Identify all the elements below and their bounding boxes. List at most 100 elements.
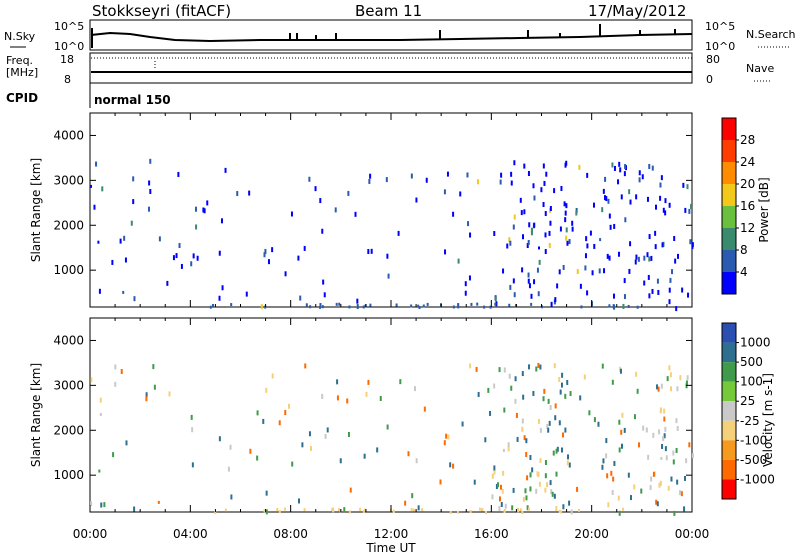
colorbar-swatch (722, 206, 736, 228)
echo-cell (675, 306, 678, 312)
echo-cell (583, 374, 586, 380)
echo-cell (623, 427, 626, 433)
echo-cell (336, 395, 339, 401)
echo-cell (414, 386, 417, 392)
echo-cell (422, 304, 425, 308)
echo-cell (549, 405, 552, 411)
echo-cell (513, 292, 516, 298)
echo-cell (605, 438, 608, 444)
echo-cell (521, 510, 524, 514)
echo-cell (659, 480, 662, 486)
echo-cell (98, 288, 101, 294)
echo-cell (512, 224, 515, 230)
echo-cell (656, 278, 659, 284)
echo-cell (624, 164, 627, 170)
echo-cell (547, 398, 550, 404)
echo-cell (229, 444, 232, 450)
echo-cell (553, 363, 556, 369)
echo-cell (645, 427, 648, 433)
echo-cell (655, 499, 658, 505)
echo-cell (680, 491, 683, 497)
echo-cell (688, 442, 691, 448)
echo-cell (648, 164, 651, 170)
colorbar-tick-label: -1000 (740, 472, 775, 486)
echo-cell (656, 384, 659, 390)
echo-cell (525, 495, 528, 501)
echo-cell (629, 241, 632, 247)
echo-cell (603, 268, 606, 274)
echo-cell (443, 440, 446, 446)
echo-cell (554, 297, 557, 303)
echo-cell (415, 458, 418, 464)
colorbar-tick-label: 24 (740, 155, 755, 169)
echo-cell (445, 433, 448, 439)
echo-cell (196, 255, 199, 261)
echo-cell (662, 435, 665, 441)
echo-cell (489, 305, 492, 309)
echo-cell (586, 172, 589, 178)
echo-cell (452, 211, 455, 217)
echo-cell (326, 427, 329, 433)
colorbar-tick-label: 20 (740, 177, 755, 191)
echo-cell (491, 473, 494, 479)
echo-cell (554, 403, 557, 409)
echo-cell (423, 406, 426, 412)
echo-cell (613, 460, 616, 466)
echo-cell (666, 376, 669, 382)
echo-cell (410, 173, 413, 179)
echo-cell (560, 447, 563, 453)
echo-cell (263, 252, 266, 258)
echo-cell (376, 447, 379, 453)
velocity-colorbar-label: Velocity [m s-1] (761, 373, 775, 467)
echo-cell (683, 506, 686, 512)
echo-cell (354, 211, 357, 217)
colorbar-tick-label: 25 (740, 394, 755, 408)
echo-region-2 (157, 500, 160, 504)
echo-cell (290, 211, 293, 217)
echo-cell (322, 279, 325, 285)
echo-cell (533, 195, 536, 201)
echo-cell (659, 195, 662, 201)
velocity-scatter (90, 362, 694, 516)
velocity-panel: 1000 2000 3000 4000 Slant Range [km] 1000 50… (29, 317, 775, 516)
echo-cell (271, 373, 274, 379)
echo-cell (399, 379, 402, 385)
echo-cell (124, 257, 127, 263)
echo-cell (663, 416, 666, 422)
echo-cell (195, 224, 198, 230)
echo-cell (548, 242, 551, 248)
echo-cell (608, 255, 611, 261)
echo-cell (469, 232, 472, 238)
echo-cell (642, 425, 645, 431)
echo-cell (676, 425, 679, 431)
echo-cell (90, 184, 93, 188)
echo-region-3 (502, 448, 663, 460)
echo-cell (681, 287, 684, 293)
echo-cell (509, 284, 512, 290)
echo-cell (157, 500, 160, 504)
echo-cell (555, 506, 558, 512)
echo-cell (584, 265, 587, 271)
echo-cell (566, 460, 569, 466)
echo-cell (480, 508, 483, 512)
echo-cell (647, 274, 650, 280)
echo-cell (309, 446, 312, 452)
echo-cell (635, 371, 638, 377)
echo-cell (628, 268, 631, 274)
echo-cell (657, 289, 660, 295)
echo-cell (660, 407, 663, 413)
echo-cell (533, 222, 536, 228)
echo-cell (417, 505, 420, 511)
echo-cell (172, 255, 175, 261)
echo-cell (502, 268, 505, 274)
ytick-label: 2000 (53, 218, 84, 232)
echo-cell (464, 290, 467, 296)
echo-cell (627, 304, 630, 308)
echo-cell (686, 375, 689, 381)
echo-cell (386, 253, 389, 259)
echo-cell (543, 388, 546, 394)
echo-cell (552, 450, 555, 456)
echo-cell (586, 243, 589, 249)
echo-cell (675, 418, 678, 424)
echo-cell (356, 298, 359, 304)
